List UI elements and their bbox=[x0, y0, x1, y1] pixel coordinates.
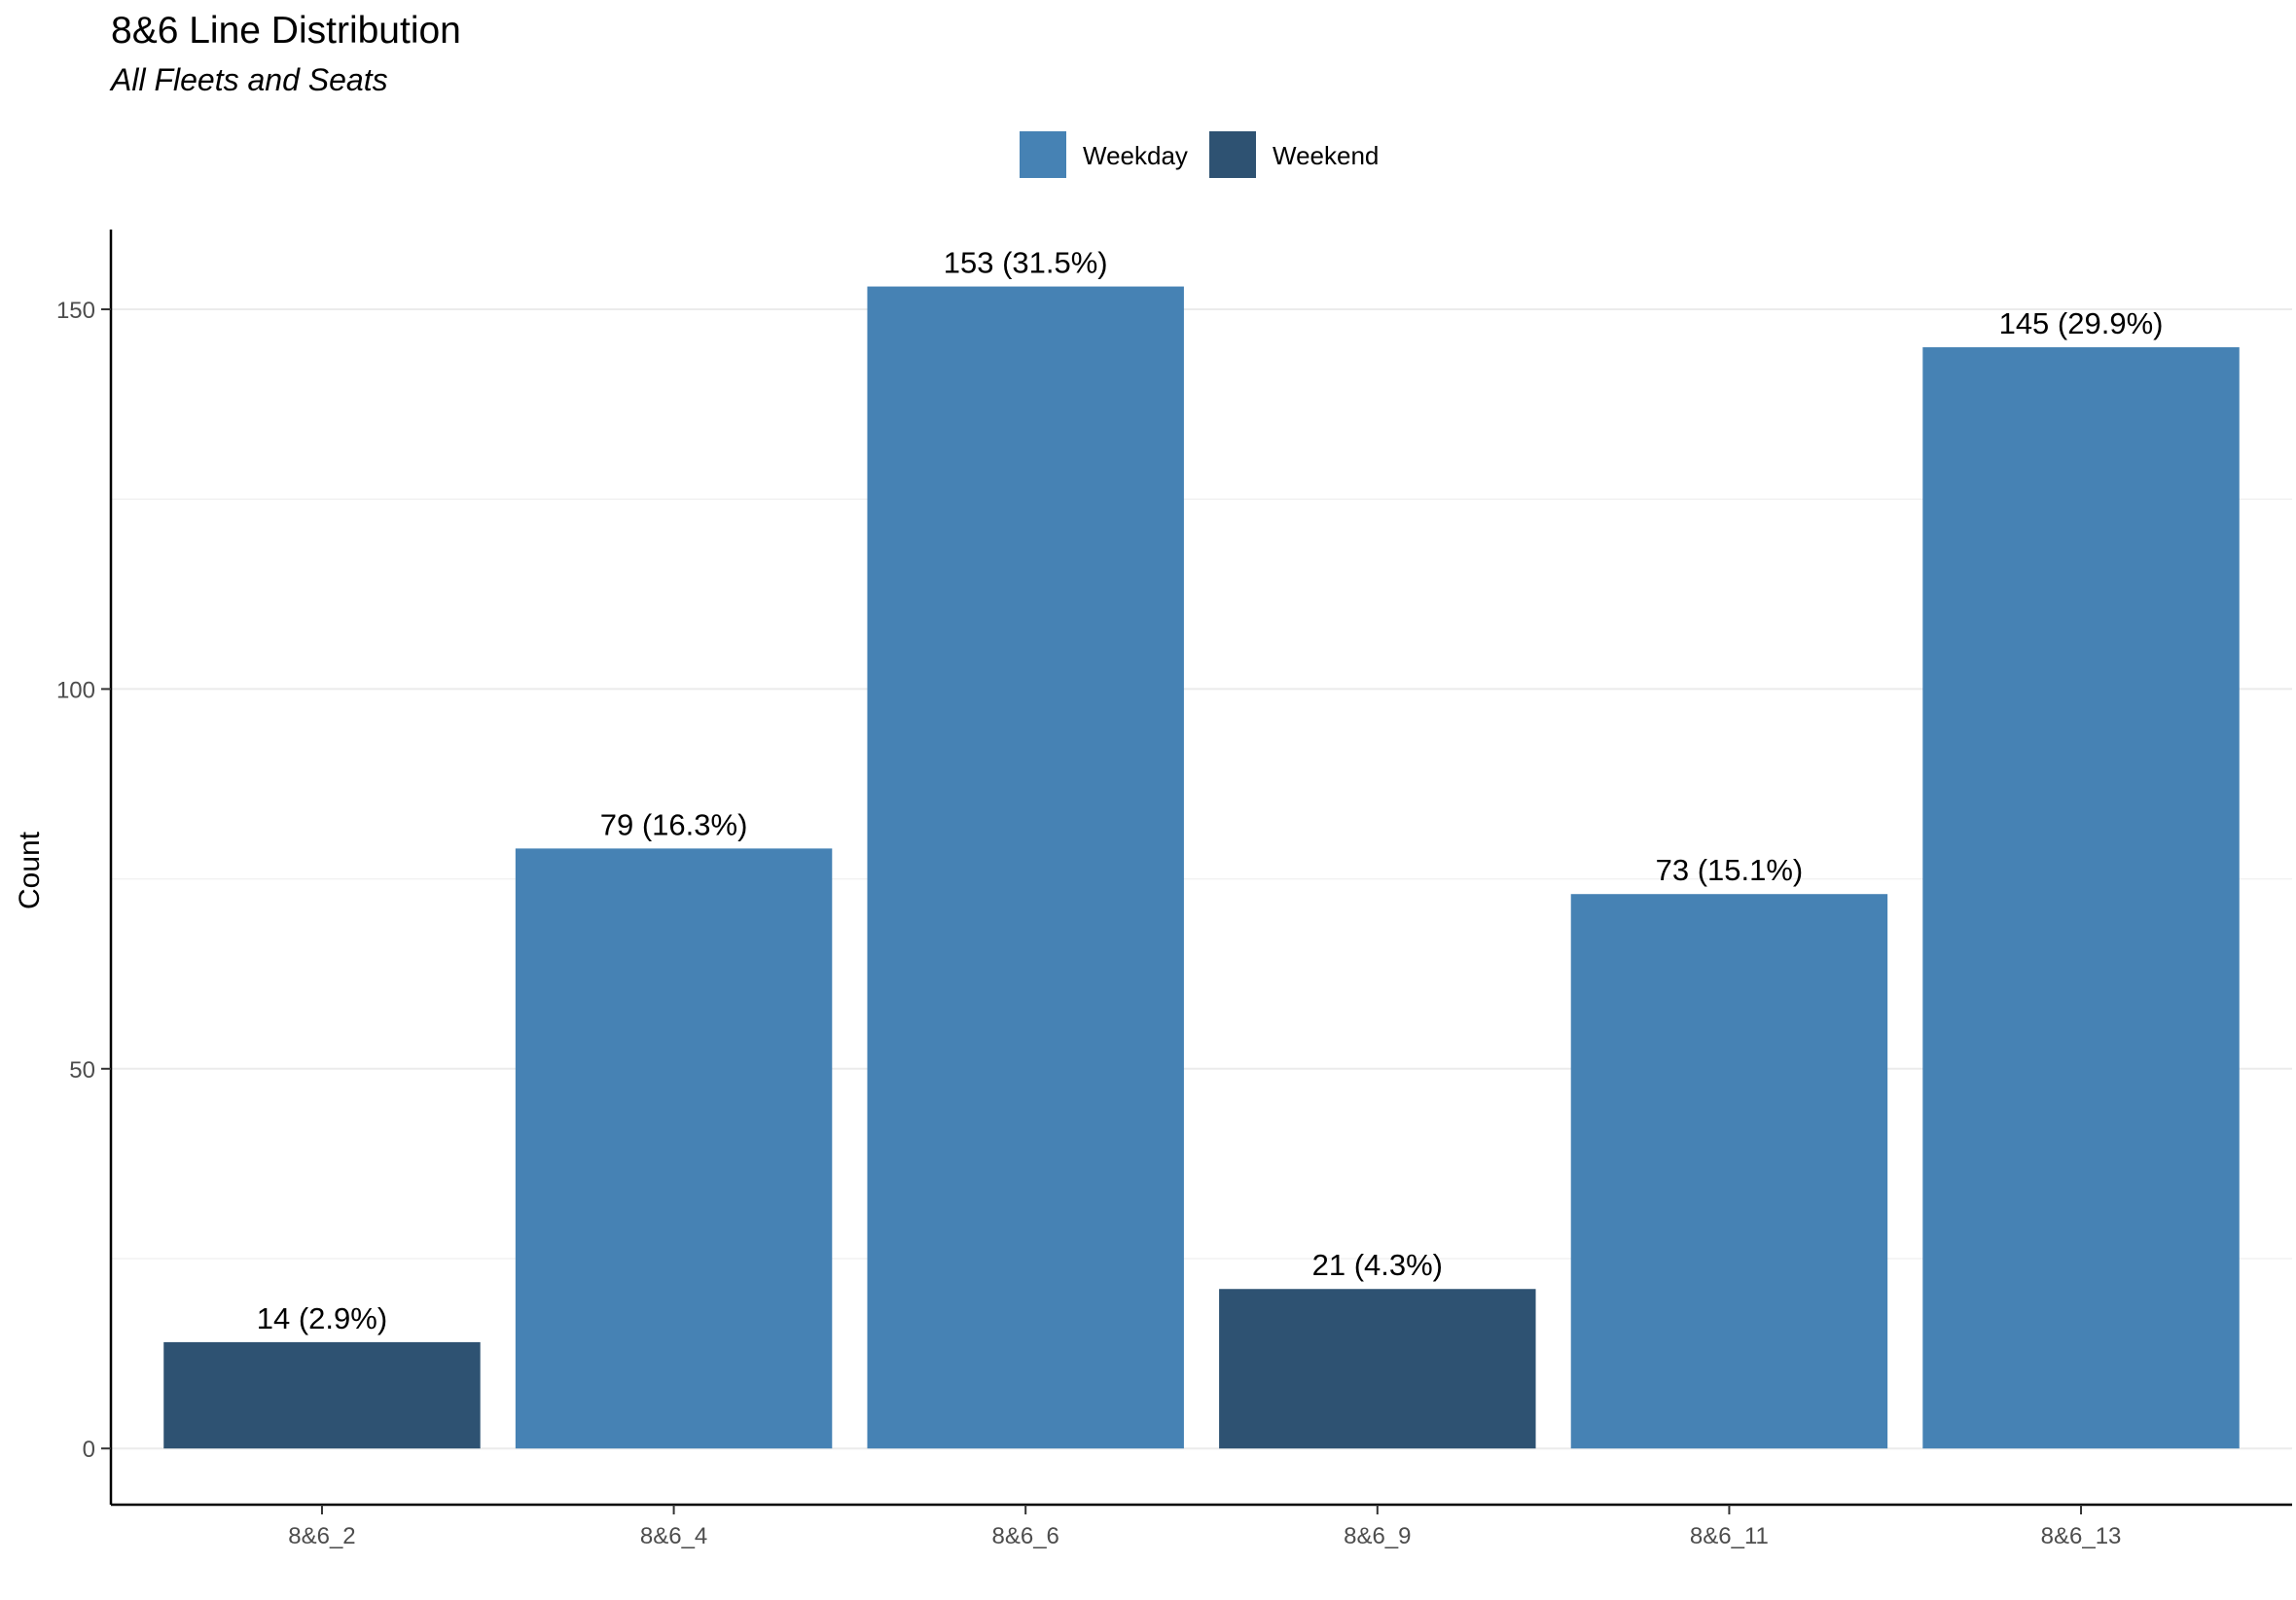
bar-8&6_9 bbox=[1219, 1289, 1536, 1449]
legend-key-weekend bbox=[1209, 131, 1256, 178]
data-label: 145 (29.9%) bbox=[1999, 306, 2164, 340]
legend-label: Weekend bbox=[1273, 141, 1379, 170]
gridlines bbox=[111, 307, 2292, 1450]
data-label: 14 (2.9%) bbox=[257, 1301, 387, 1335]
x-tick-label: 8&6_4 bbox=[640, 1523, 707, 1549]
x-tick-label: 8&6_11 bbox=[1690, 1523, 1769, 1549]
legend-label: Weekday bbox=[1083, 141, 1188, 170]
y-axis-ticks: 0 50 100 150 bbox=[56, 298, 111, 1463]
data-label: 153 (31.5%) bbox=[944, 246, 1108, 280]
chart-title: 8&6 Line Distribution bbox=[111, 10, 461, 52]
bar-8&6_11 bbox=[1570, 894, 1888, 1449]
bar-8&6_6 bbox=[867, 286, 1184, 1449]
data-label: 79 (16.3%) bbox=[600, 807, 748, 841]
y-tick-label: 150 bbox=[56, 298, 95, 324]
data-label: 21 (4.3%) bbox=[1312, 1248, 1443, 1282]
x-tick-label: 8&6_2 bbox=[288, 1523, 355, 1549]
x-tick-label: 8&6_9 bbox=[1344, 1523, 1411, 1549]
bar-8&6_4 bbox=[515, 848, 833, 1449]
bar-8&6_13 bbox=[1922, 347, 2240, 1449]
x-axis-ticks: 8&6_2 8&6_4 8&6_6 8&6_9 8&6_11 8&6_13 bbox=[288, 1505, 2121, 1549]
y-tick-label: 100 bbox=[56, 677, 95, 703]
x-tick-label: 8&6_13 bbox=[2041, 1523, 2122, 1549]
bars bbox=[163, 286, 2240, 1449]
y-axis-title: Count bbox=[14, 831, 46, 909]
chart-subtitle: All Fleets and Seats bbox=[109, 62, 388, 97]
x-tick-label: 8&6_6 bbox=[991, 1523, 1058, 1549]
bar-8&6_2 bbox=[163, 1341, 481, 1449]
data-labels: 14 (2.9%) 79 (16.3%) 153 (31.5%) 21 (4.3%) 7… bbox=[257, 246, 2164, 1335]
data-label: 73 (15.1%) bbox=[1656, 853, 1804, 887]
legend: Weekday Weekend bbox=[1020, 131, 1379, 178]
legend-key-weekday bbox=[1020, 131, 1066, 178]
y-tick-label: 50 bbox=[69, 1057, 95, 1084]
axes bbox=[109, 230, 2292, 1507]
y-tick-label: 0 bbox=[83, 1437, 95, 1463]
